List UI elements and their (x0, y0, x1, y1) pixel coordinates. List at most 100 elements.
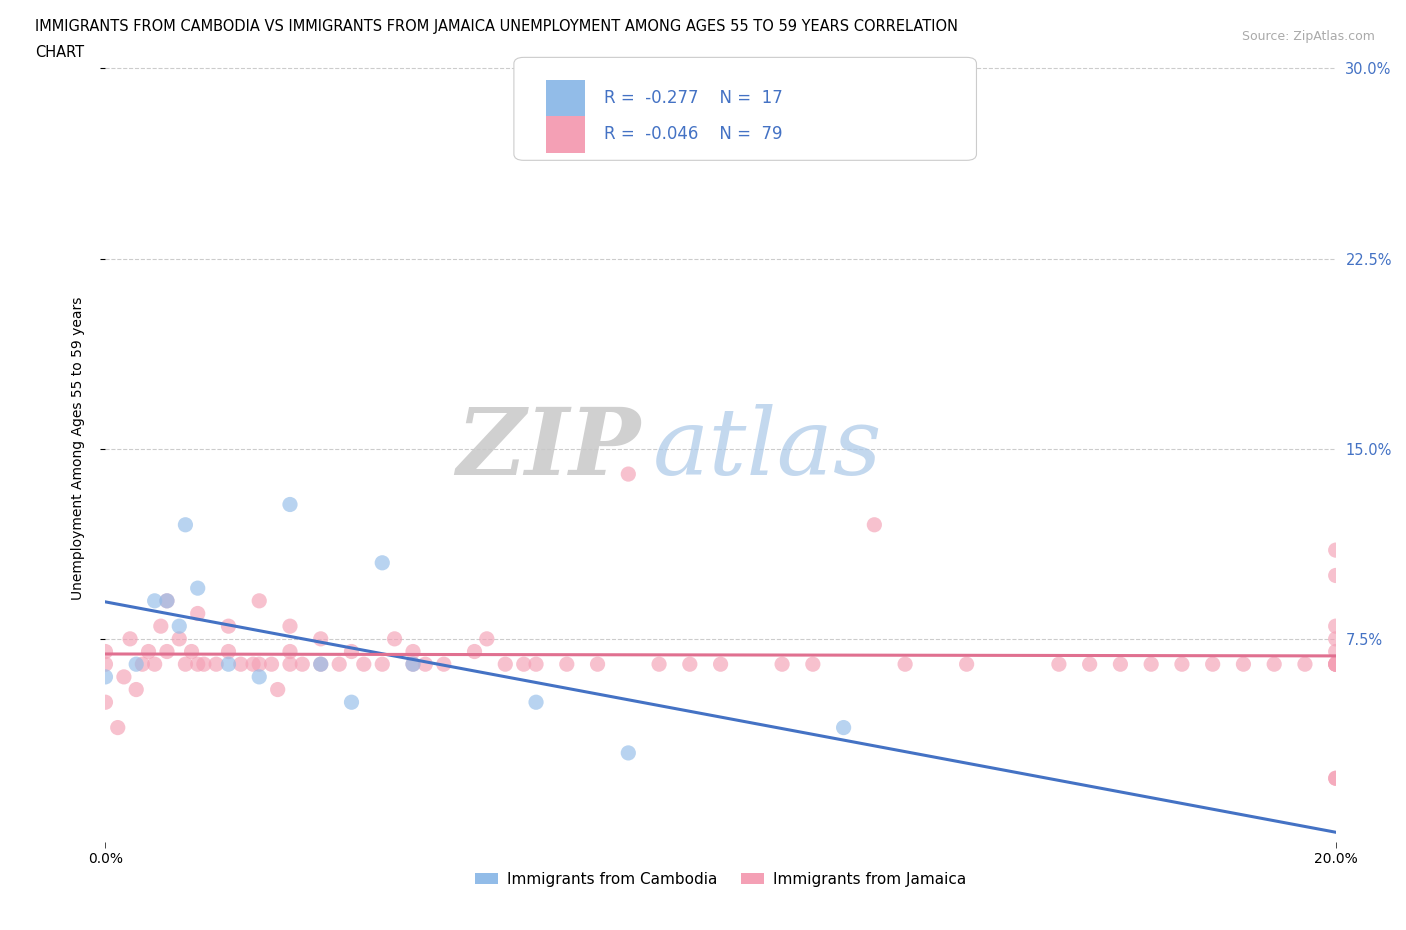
Point (524, 695, 547, 710)
Point (801, 657, 824, 671)
Point (371, 657, 394, 671)
Point (1078, 657, 1101, 671)
Point (402, 657, 425, 671)
Point (340, 644, 363, 659)
Point (229, 657, 252, 671)
Point (193, 657, 215, 671)
FancyBboxPatch shape (546, 80, 585, 117)
Point (138, 644, 160, 659)
Point (247, 593, 270, 608)
Point (309, 657, 332, 671)
Point (120, 631, 141, 646)
FancyBboxPatch shape (546, 115, 585, 153)
Point (309, 631, 332, 646)
Point (464, 644, 486, 659)
Point (125, 682, 148, 697)
Point (617, 467, 640, 482)
Point (187, 580, 209, 595)
Point (1109, 657, 1132, 671)
Point (169, 618, 191, 633)
Point (679, 657, 702, 671)
Point (1324, 771, 1347, 786)
Point (710, 657, 733, 671)
Text: IMMIGRANTS FROM CAMBODIA VS IMMIGRANTS FROM JAMAICA UNEMPLOYMENT AMONG AGES 55 T: IMMIGRANTS FROM CAMBODIA VS IMMIGRANTS F… (35, 19, 957, 33)
Point (205, 657, 228, 671)
Point (94, 657, 117, 671)
Point (433, 657, 456, 671)
Point (112, 670, 135, 684)
Point (278, 618, 301, 633)
Point (149, 618, 172, 633)
Point (586, 657, 609, 671)
Point (156, 644, 179, 659)
Point (1263, 657, 1285, 671)
Text: R =  -0.277    N =  17: R = -0.277 N = 17 (603, 88, 783, 107)
Point (513, 657, 536, 671)
Point (956, 657, 979, 671)
Point (371, 555, 394, 570)
Point (494, 657, 516, 671)
Legend: Immigrants from Cambodia, Immigrants from Jamaica: Immigrants from Cambodia, Immigrants fro… (470, 866, 972, 893)
Point (832, 720, 855, 735)
FancyBboxPatch shape (515, 58, 976, 160)
Point (278, 644, 301, 659)
Text: ZIP: ZIP (457, 404, 641, 494)
Point (247, 657, 270, 671)
Point (328, 657, 350, 671)
Point (617, 746, 640, 761)
Point (247, 670, 270, 684)
Point (131, 657, 153, 671)
Point (1324, 771, 1347, 786)
Point (174, 517, 197, 532)
Point (402, 644, 425, 659)
Point (1140, 657, 1163, 671)
Point (143, 593, 166, 608)
Point (107, 720, 129, 735)
Point (156, 593, 179, 608)
Point (169, 631, 191, 646)
Point (218, 657, 240, 671)
Point (648, 657, 671, 671)
Text: Source: ZipAtlas.com: Source: ZipAtlas.com (1241, 30, 1375, 43)
Point (278, 657, 301, 671)
Text: R =  -0.046    N =  79: R = -0.046 N = 79 (603, 125, 782, 143)
Point (174, 657, 197, 671)
Point (143, 657, 166, 671)
Point (402, 657, 425, 671)
Point (1324, 657, 1347, 671)
Point (1324, 631, 1347, 646)
Point (94, 644, 117, 659)
Point (1201, 657, 1223, 671)
Point (187, 606, 209, 621)
Point (125, 657, 148, 671)
Point (278, 497, 301, 512)
Point (1324, 644, 1347, 659)
Point (1232, 657, 1254, 671)
Point (1294, 657, 1316, 671)
Point (260, 657, 283, 671)
Point (475, 631, 498, 646)
Point (863, 517, 886, 532)
Point (267, 682, 290, 697)
Point (242, 657, 264, 671)
Point (1324, 657, 1347, 671)
Point (353, 657, 375, 671)
Point (94, 670, 117, 684)
Point (1324, 657, 1347, 671)
Point (1324, 568, 1347, 583)
Point (180, 644, 202, 659)
Point (1324, 657, 1347, 671)
Text: CHART: CHART (35, 45, 84, 60)
Point (555, 657, 578, 671)
Point (94, 695, 117, 710)
Point (340, 695, 363, 710)
Point (1324, 618, 1347, 633)
Point (1324, 543, 1347, 558)
Point (1047, 657, 1070, 671)
Point (291, 657, 314, 671)
Point (187, 657, 209, 671)
Point (1171, 657, 1194, 671)
Point (156, 593, 179, 608)
Text: atlas: atlas (652, 404, 883, 494)
Point (218, 618, 240, 633)
